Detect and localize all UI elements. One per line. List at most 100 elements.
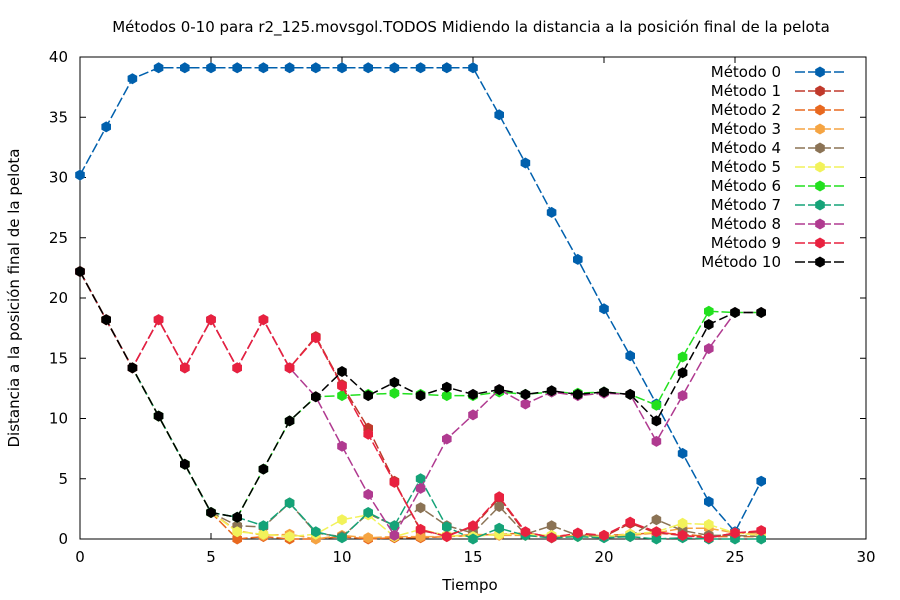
data-point (337, 532, 347, 544)
data-point (232, 62, 242, 74)
series-8 (75, 266, 766, 541)
data-point (363, 62, 373, 74)
data-point (442, 531, 452, 543)
legend-entry: Método 7 (711, 196, 845, 214)
data-point (651, 514, 662, 526)
data-point (75, 266, 85, 277)
legend-swatch-marker (815, 199, 825, 211)
data-point (311, 62, 321, 74)
legend-entry: Método 6 (711, 177, 845, 195)
legend-swatch-marker (815, 180, 825, 192)
data-point (258, 314, 269, 326)
data-point (180, 362, 190, 374)
data-point (389, 376, 400, 388)
data-point (625, 350, 635, 362)
series-10 (75, 266, 766, 523)
data-point (337, 390, 347, 402)
data-point (415, 531, 426, 543)
data-point (232, 526, 242, 538)
data-point (258, 520, 269, 532)
data-point (206, 507, 216, 518)
legend-swatch-marker (815, 161, 825, 173)
legend-label: Método 5 (711, 158, 781, 176)
data-point (415, 62, 426, 74)
data-point (153, 314, 164, 326)
data-point (337, 366, 347, 377)
chart-title: Métodos 0-10 para r2_125.movsgol.TODOS M… (112, 18, 830, 37)
data-point (442, 521, 452, 533)
legend-label: Método 4 (711, 139, 781, 157)
x-axis-label: Tiempo (441, 576, 497, 594)
data-point (546, 532, 557, 544)
data-point (573, 388, 583, 400)
data-point (520, 398, 531, 410)
data-point (389, 529, 400, 541)
series-layer (75, 62, 766, 545)
data-point (494, 491, 504, 503)
data-point (389, 520, 400, 532)
data-point (651, 526, 662, 538)
data-point (311, 526, 321, 538)
data-point (730, 307, 740, 318)
data-point (363, 507, 373, 518)
data-point (442, 381, 452, 393)
series-5 (75, 266, 766, 543)
legend-swatch-marker (815, 123, 825, 135)
data-point (153, 410, 164, 422)
data-point (756, 525, 766, 537)
y-tick-label: 25 (49, 229, 68, 247)
data-point (651, 435, 662, 447)
x-tick-label: 20 (594, 548, 613, 566)
legend-entry: Método 0 (711, 63, 845, 81)
data-point (258, 528, 269, 540)
data-point (651, 399, 662, 411)
data-point (337, 62, 347, 74)
data-point (756, 533, 766, 545)
data-point (284, 497, 295, 509)
data-point (442, 62, 452, 74)
data-point (468, 388, 478, 400)
data-point (284, 362, 295, 374)
data-point (389, 387, 400, 399)
data-point (363, 390, 373, 402)
data-point (337, 440, 347, 452)
legend-entry: Método 2 (711, 101, 845, 119)
y-axis-label: Distancia a la posición final de la pelo… (5, 148, 23, 447)
data-point (389, 476, 400, 488)
data-point (232, 533, 242, 545)
data-point (311, 391, 321, 403)
legend-entry: Método 8 (711, 215, 845, 233)
data-point (494, 501, 504, 512)
data-point (363, 488, 373, 500)
data-point (180, 458, 190, 470)
data-point (520, 526, 531, 538)
data-point (520, 388, 531, 400)
data-point (730, 527, 740, 539)
series-line (79, 67, 762, 534)
data-point (415, 523, 426, 535)
data-point (284, 415, 295, 427)
data-point (677, 351, 688, 363)
legend-entry: Método 5 (711, 158, 845, 176)
data-point (573, 253, 583, 265)
data-point (756, 307, 766, 318)
series-0 (75, 62, 766, 538)
data-point (415, 473, 426, 485)
legend-label: Método 7 (711, 196, 781, 214)
data-point (389, 62, 400, 74)
y-tick-label: 35 (49, 108, 68, 126)
x-tick-label: 10 (332, 548, 351, 566)
data-point (127, 73, 138, 85)
legend-label: Método 6 (711, 177, 781, 195)
legend-swatch-marker (815, 218, 825, 230)
data-point (442, 390, 452, 402)
data-point (337, 514, 347, 526)
legend-entry: Método 3 (711, 120, 845, 138)
y-tick-label: 5 (58, 470, 68, 488)
data-point (153, 62, 164, 74)
data-point (494, 109, 504, 121)
series-1 (75, 266, 766, 544)
data-point (363, 428, 373, 440)
y-tick-label: 15 (49, 349, 68, 367)
data-point (75, 169, 85, 181)
